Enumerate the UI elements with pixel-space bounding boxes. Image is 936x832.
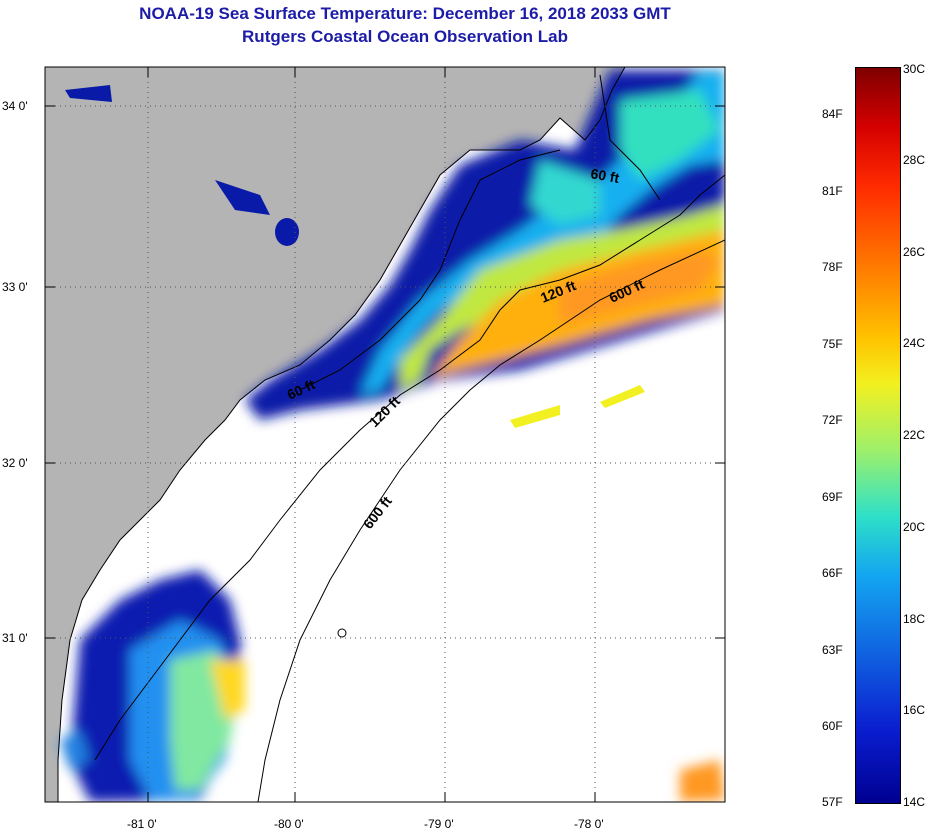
- colorbar-f-label: 72F: [822, 413, 843, 427]
- colorbar-c-label: 30C: [903, 62, 926, 76]
- map-title: NOAA-19 Sea Surface Temperature: Decembe…: [139, 4, 671, 23]
- lon-label-80: -80 0': [274, 817, 304, 831]
- lon-label-79: -79 0': [424, 817, 454, 831]
- map-frame: [44, 66, 726, 803]
- colorbar-f-label: 75F: [822, 337, 843, 351]
- colorbar-c-label: 26C: [903, 245, 926, 259]
- colorbar-f-label: 69F: [822, 490, 843, 504]
- temperature-colorbar: [855, 67, 901, 804]
- colorbar-f-label: 81F: [822, 184, 843, 198]
- colorbar-f-label: 63F: [822, 643, 843, 657]
- coastline: [57, 67, 626, 802]
- lon-label-78: -78 0': [574, 817, 604, 831]
- contour-120ft-line: [94, 174, 725, 761]
- axis-ticks: [45, 67, 725, 802]
- colorbar-c-label: 20C: [903, 520, 926, 534]
- land-mass: [45, 67, 625, 802]
- lat-label-34: 34 0': [2, 99, 28, 113]
- contour-600ft-line: [257, 239, 725, 802]
- colorbar-c-label: 24C: [903, 336, 926, 350]
- colorbar-c-label: 14C: [903, 795, 926, 809]
- colorbar-f-label: 84F: [822, 107, 843, 121]
- graticule: [45, 67, 725, 802]
- lon-label-81: -81 0': [127, 817, 157, 831]
- colorbar-f-label: 78F: [822, 260, 843, 274]
- colorbar-c-label: 28C: [903, 153, 926, 167]
- colorbar-c-label: 22C: [903, 428, 926, 442]
- colorbar-f-label: 66F: [822, 566, 843, 580]
- colorbar-f-label: 57F: [822, 795, 843, 809]
- lat-label-32: 32 0': [2, 456, 28, 470]
- colorbar-f-label: 60F: [822, 719, 843, 733]
- colorbar-c-label: 18C: [903, 612, 926, 626]
- map-subtitle: Rutgers Coastal Ocean Observation Lab: [242, 27, 568, 46]
- lat-label-33: 33 0': [2, 280, 28, 294]
- lat-label-31: 31 0': [2, 631, 28, 645]
- colorbar-c-label: 16C: [903, 703, 926, 717]
- contour-label-60ft-north: 60 ft: [589, 165, 620, 186]
